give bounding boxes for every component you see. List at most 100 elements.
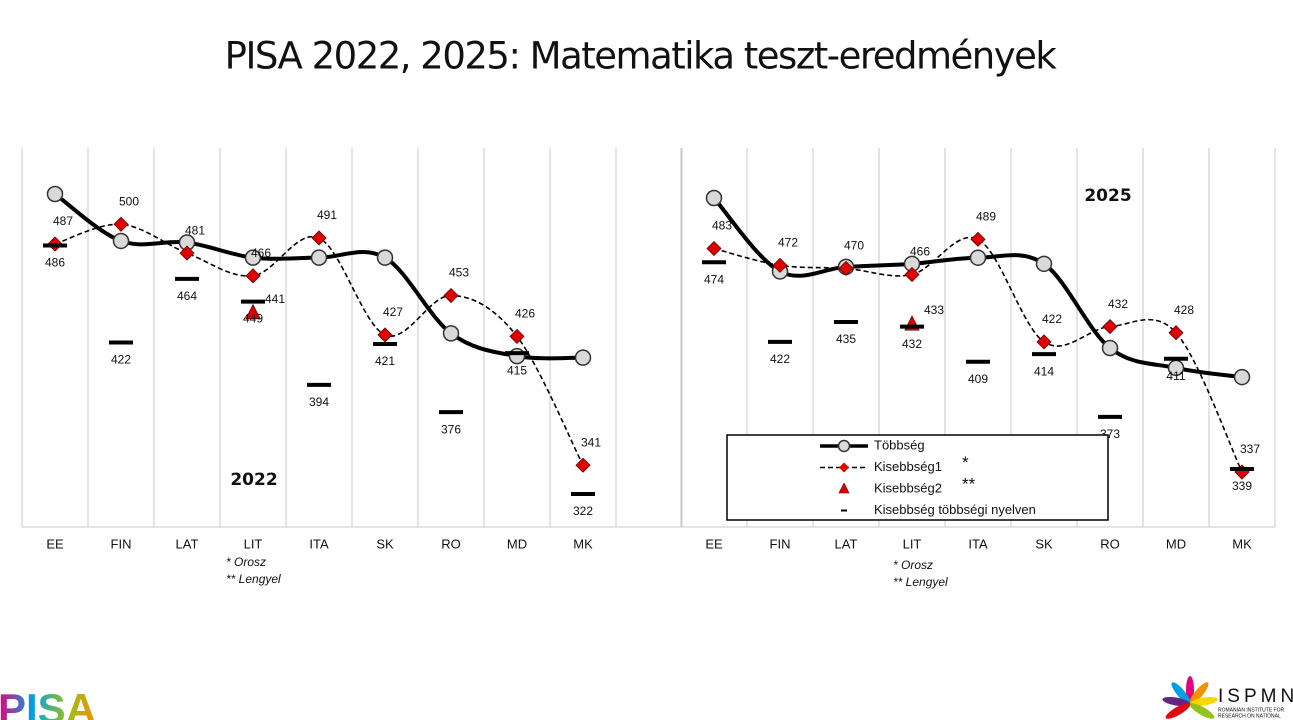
value-label: 427 [383,305,403,319]
footnote: ** Lengyel [226,572,281,586]
x-tick-label: RO [1100,536,1120,551]
legend-marker [839,462,849,473]
x-tick-label: SK [376,536,394,551]
legend-label: Kisebbség többségi nyelven [874,502,1036,517]
minority1-marker [1168,325,1184,341]
majority-marker [508,347,526,365]
value-label: 376 [441,422,461,436]
value-label: 339 [1232,479,1252,493]
x-tick-label: MD [1166,536,1186,551]
year-label: 2022 [230,470,277,490]
value-label: 433 [924,303,944,317]
legend-marker [837,439,851,453]
majority-marker [969,249,987,266]
footnote: * Orosz [893,558,933,572]
value-label: 428 [1174,303,1194,317]
minority1-marker [245,268,261,284]
x-tick-label: SK [1035,536,1053,551]
footnote: ** Lengyel [893,575,948,589]
x-tick-label: MD [507,536,527,551]
x-tick-label: ITA [309,536,329,551]
value-label: 489 [976,210,996,224]
x-tick-label: LIT [244,536,263,551]
value-label: 411 [1166,369,1185,383]
minority1-marker [575,457,591,473]
majority-marker [705,189,723,207]
minority1-marker [772,257,788,273]
minority1-marker [904,266,920,283]
series-line [54,223,584,466]
value-label: 432 [902,337,922,351]
value-label: 422 [1042,312,1062,326]
pisa-logo: PISA [0,685,96,720]
majority-marker [574,349,592,366]
minority1-marker [1102,319,1118,335]
minority1-marker [706,240,722,257]
value-label: 426 [515,307,535,321]
majority-marker [442,325,460,342]
legend: Többség Kisebbség1 * Kisebbség2 ** Kisebbség … [726,434,1109,521]
value-label: 466 [251,246,271,260]
legend-note: ** [962,474,976,493]
value-label: 500 [119,194,139,208]
ispmn-sub: ROMANIAN INSTITUTE FOR [1218,707,1285,713]
value-label: 487 [53,214,73,228]
minority1-marker [377,327,393,343]
value-label: 453 [449,266,469,280]
value-label: 409 [968,372,988,386]
majority-marker [1035,255,1053,273]
value-label: 481 [185,223,205,237]
x-tick-label: MK [1232,536,1252,551]
x-tick-label: ITA [968,536,988,551]
x-tick-label: MK [573,536,593,551]
x-tick-label: LAT [176,536,199,551]
x-tick-label: LAT [835,536,858,551]
value-label: 491 [317,208,337,222]
page-title: PISA 2022, 2025: Matematika teszt-eredmé… [225,35,1058,78]
majority-marker [310,249,328,266]
ispmn-logo: ISPMN [1218,686,1293,707]
value-label: 464 [177,289,197,303]
value-label: 414 [1034,364,1054,378]
value-label: 466 [910,245,930,259]
minority2-marker [245,303,261,320]
value-label: 486 [45,256,65,270]
legend-marker [838,482,850,494]
value-label: 432 [1108,297,1128,311]
x-tick-label: RO [441,536,461,551]
x-tick-label: FIN [770,536,791,551]
minority1-marker [311,230,327,246]
legend-label: Többség [874,437,925,452]
value-label: 322 [573,504,593,518]
value-label: 441 [265,292,285,306]
value-label: 337 [1240,442,1260,456]
value-label: 422 [111,353,131,367]
minority1-marker [838,260,854,276]
majority-marker [244,249,262,266]
ispmn-icon [1162,676,1218,719]
legend-label: Kisebbség2 [874,480,942,495]
legend-label: Kisebbség1 [874,459,942,474]
footnote: * Orosz [226,555,266,569]
value-label: 449 [243,312,263,326]
legend-note: * [962,453,969,472]
majority-marker [376,249,394,266]
value-label: 435 [836,332,856,346]
value-label: 470 [844,239,864,253]
majority-marker [1233,368,1251,386]
majority-marker [46,185,64,203]
majority-marker [1101,339,1119,357]
year-label: 2025 [1084,186,1131,206]
minority1-marker [970,231,986,247]
x-tick-label: EE [705,536,723,551]
majority-marker [112,232,130,250]
minority1-marker [179,245,195,261]
minority1-marker [1036,334,1052,350]
x-tick-label: EE [46,536,64,551]
x-tick-label: LIT [903,536,922,551]
minority1-marker [509,328,525,344]
value-label: 341 [581,435,601,449]
value-label: 472 [778,236,798,250]
value-label: 421 [375,354,395,368]
